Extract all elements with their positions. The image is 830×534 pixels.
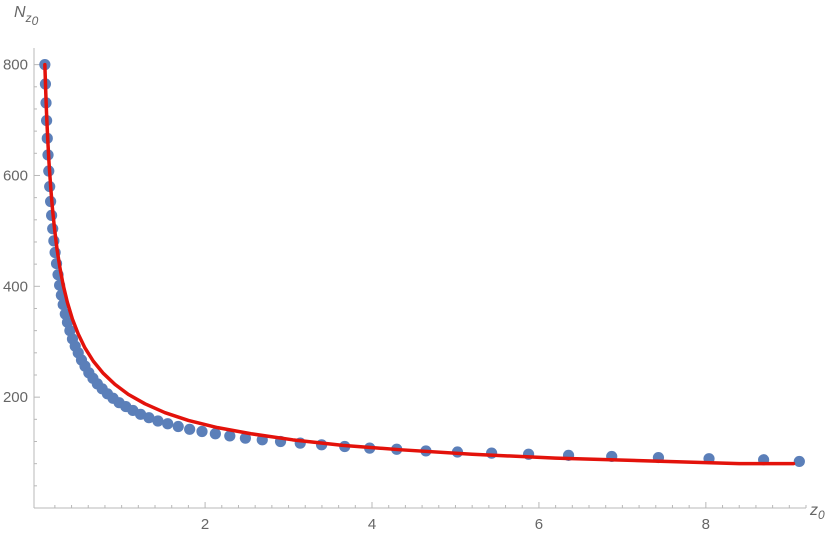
- data-point: [224, 430, 236, 442]
- data-point: [152, 415, 164, 427]
- x-tick-label: 8: [702, 516, 710, 533]
- data-point: [239, 432, 252, 444]
- data-point: [196, 425, 208, 438]
- y-axis-label-main: N: [14, 4, 26, 21]
- y-tick-label: 200: [3, 389, 28, 406]
- minor-ticks: [34, 86, 807, 508]
- y-axis-label-sub: z: [25, 11, 32, 25]
- data-point: [162, 418, 174, 430]
- x-axis-label-sub: 0: [818, 508, 825, 522]
- data-point: [793, 455, 805, 468]
- x-tick-label: 2: [201, 516, 209, 533]
- x-tick-label: 6: [535, 516, 543, 533]
- fit-curve: [43, 62, 796, 466]
- y-tick-label: 400: [3, 278, 28, 295]
- x-tick-label: 4: [368, 516, 376, 533]
- y-axis-label: Nz0: [14, 4, 39, 28]
- x-axis-label: z0: [809, 502, 825, 522]
- data-point: [172, 420, 184, 433]
- tick-labels: 2 4 6 8 200 400 600 800: [3, 57, 710, 533]
- data-point: [209, 428, 221, 440]
- data-point: [143, 412, 155, 424]
- x-axis-label-main: z: [809, 502, 818, 519]
- data-point: [184, 423, 196, 435]
- major-ticks: [34, 64, 707, 508]
- y-axis-label-subsub: 0: [32, 14, 39, 28]
- data-points: [39, 59, 805, 468]
- y-tick-label: 600: [3, 167, 28, 184]
- y-tick-label: 800: [3, 57, 28, 74]
